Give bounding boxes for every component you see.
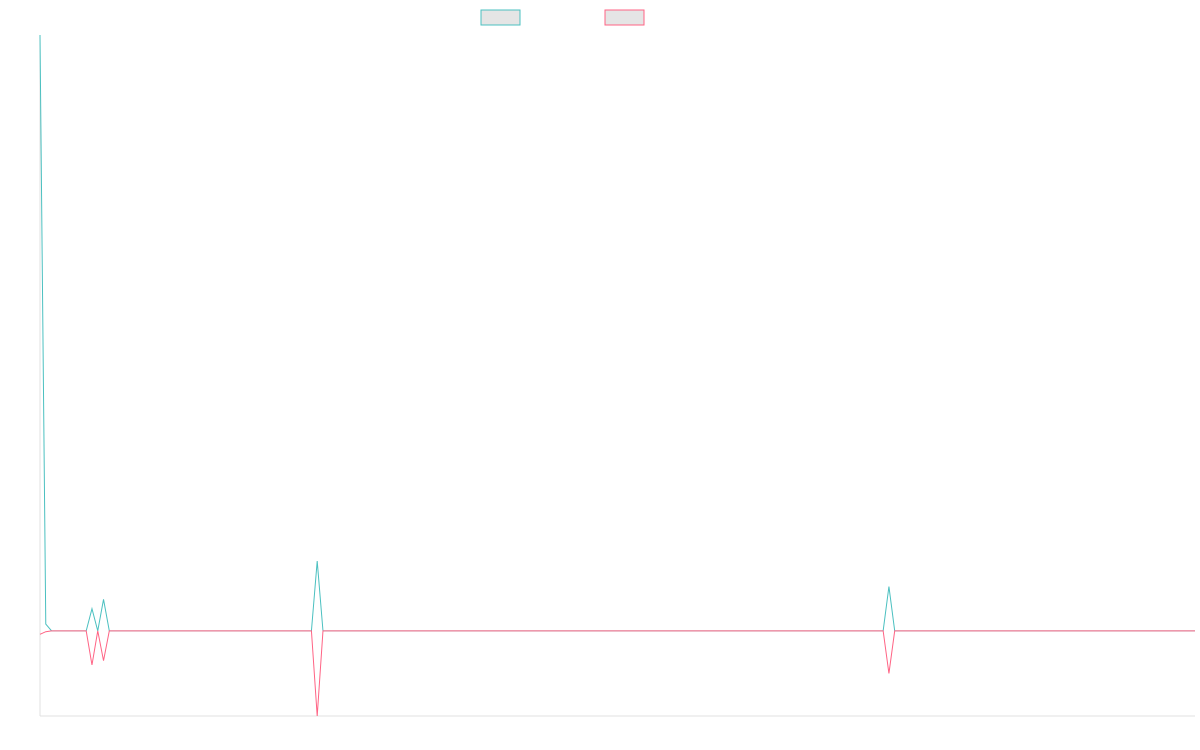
- data-line: [39, 34, 1195, 632]
- legend-swatch[interactable]: [604, 9, 645, 26]
- legend-swatch[interactable]: [480, 9, 521, 26]
- data-line: [39, 630, 1195, 717]
